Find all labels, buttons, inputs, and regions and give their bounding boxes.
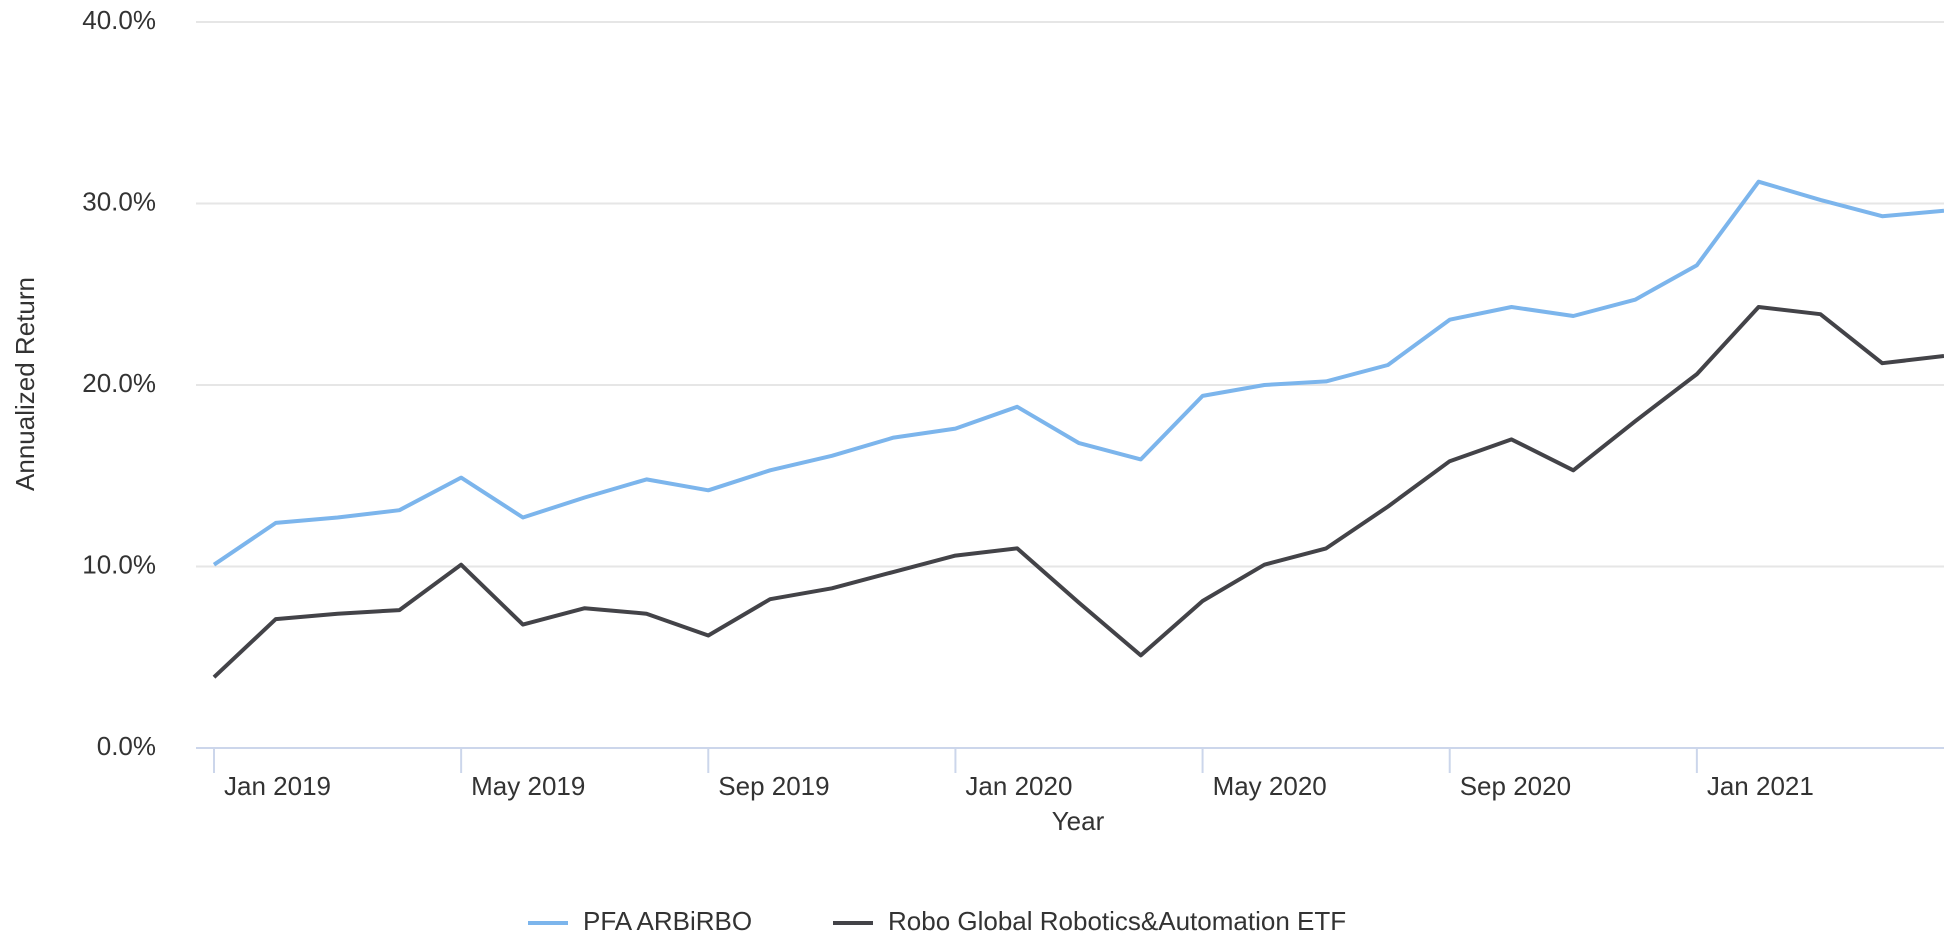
x-axis-title: Year bbox=[1052, 806, 1105, 836]
y-axis-title: Annualized Return bbox=[10, 277, 40, 491]
y-tick-label: 40.0% bbox=[82, 5, 156, 35]
x-tick-label: May 2019 bbox=[471, 771, 585, 801]
x-tick-label: May 2020 bbox=[1213, 771, 1327, 801]
y-tick-label: 10.0% bbox=[82, 549, 156, 579]
legend-label: PFA ARBiRBO bbox=[583, 906, 752, 936]
x-tick-label: Sep 2020 bbox=[1460, 771, 1571, 801]
x-tick-label: Sep 2019 bbox=[718, 771, 829, 801]
series-line bbox=[212, 179, 1944, 567]
x-tick-label: Jan 2020 bbox=[965, 771, 1072, 801]
y-tick-label: 20.0% bbox=[82, 368, 156, 398]
x-tick-label: Jan 2021 bbox=[1707, 771, 1814, 801]
y-tick-label: 30.0% bbox=[82, 186, 156, 216]
series-line bbox=[212, 305, 1944, 679]
y-tick-label: 0.0% bbox=[97, 731, 156, 761]
legend-label: Robo Global Robotics&Automation ETF bbox=[888, 906, 1346, 936]
x-tick-label: Jan 2019 bbox=[224, 771, 331, 801]
